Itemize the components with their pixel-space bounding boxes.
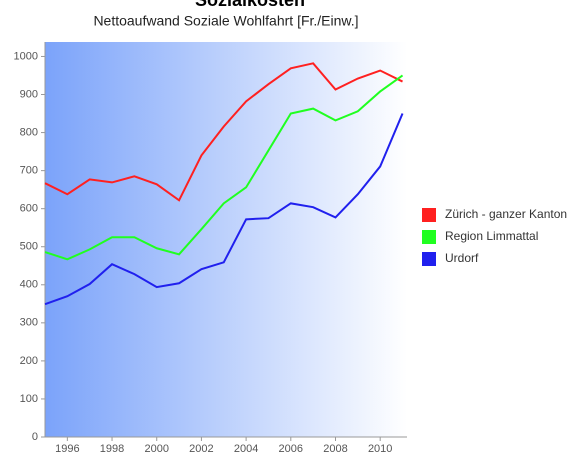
- x-tick-label: 2006: [279, 443, 303, 455]
- plot-background: [45, 42, 407, 437]
- y-tick-label: 400: [20, 279, 38, 291]
- legend-label: Zürich - ganzer Kanton: [445, 207, 567, 221]
- x-tick-label: 2002: [189, 443, 213, 455]
- x-tick-label: 2000: [144, 443, 168, 455]
- y-tick-label: 500: [20, 241, 38, 253]
- y-tick-label: 100: [20, 393, 38, 405]
- series-line: [44, 62, 403, 202]
- legend-label: Urdorf: [445, 251, 479, 265]
- y-tick-label: 900: [20, 88, 38, 100]
- y-tick-label: 300: [20, 317, 38, 329]
- y-tick-label: 600: [20, 203, 38, 215]
- series-line: [44, 74, 404, 261]
- y-tick-label: 1000: [14, 50, 38, 62]
- x-tick-label: 2008: [323, 443, 347, 455]
- chart-title: Sozialkosten: [195, 0, 305, 10]
- x-tick-label: 2004: [234, 443, 258, 455]
- x-tick-label: 1998: [100, 443, 124, 455]
- y-tick-label: 700: [20, 165, 38, 177]
- x-tick-label: 1996: [55, 443, 79, 455]
- y-tick-label: 0: [32, 431, 38, 443]
- chart-subtitle: Nettoaufwand Soziale Wohlfahrt [Fr./Einw…: [93, 13, 358, 29]
- legend-label: Region Limmattal: [445, 229, 538, 243]
- legend-swatch: [422, 252, 436, 266]
- series-line: [44, 113, 404, 306]
- y-tick-label: 200: [20, 355, 38, 367]
- y-tick-label: 800: [20, 126, 38, 138]
- legend-swatch: [422, 230, 436, 244]
- x-tick-label: 2010: [368, 443, 392, 455]
- legend-swatch: [422, 208, 436, 222]
